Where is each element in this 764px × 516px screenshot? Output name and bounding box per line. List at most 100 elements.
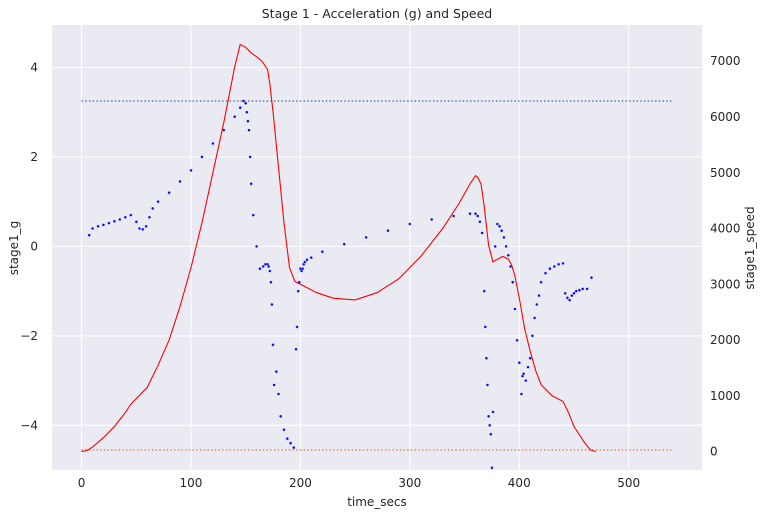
g-point — [506, 253, 510, 257]
g-point — [274, 370, 278, 374]
g-point — [141, 227, 145, 231]
g-point — [452, 214, 456, 218]
g-point — [589, 276, 594, 280]
g-point — [251, 213, 255, 217]
g-point — [533, 316, 537, 320]
x-axis-label: time_secs — [347, 495, 407, 509]
g-point — [123, 215, 127, 219]
y-right-tick-label: 4000 — [710, 222, 741, 236]
g-point — [430, 217, 434, 222]
g-point — [574, 289, 578, 293]
g-point — [498, 224, 502, 228]
g-point — [552, 264, 556, 269]
y-right-tick-label: 7000 — [710, 54, 741, 68]
g-point — [269, 280, 273, 284]
g-point — [543, 271, 548, 275]
g-point — [233, 115, 237, 119]
y-right-tick-labels: 0 1000 2000 3000 4000 5000 6000 7000 — [710, 54, 741, 458]
g-point — [134, 220, 138, 224]
g-point — [247, 128, 251, 132]
g-point — [112, 219, 116, 223]
g-point — [502, 235, 506, 239]
x-tick-label: 100 — [180, 476, 203, 490]
g-point — [294, 347, 298, 351]
g-point — [309, 256, 313, 260]
g-point — [295, 325, 299, 329]
g-point — [487, 414, 491, 418]
g-point — [303, 260, 307, 264]
y-right-axis-label: stage1_speed — [743, 206, 757, 289]
g-point — [473, 212, 478, 216]
x-tick-label: 500 — [617, 476, 640, 490]
y-left-tick-labels: −4 −2 0 2 4 — [20, 60, 38, 432]
g-point — [561, 261, 565, 265]
g-point — [246, 119, 250, 123]
g-point — [129, 213, 133, 217]
g-point — [238, 106, 242, 110]
g-point — [107, 221, 111, 225]
g-point — [568, 298, 572, 302]
g-point — [189, 168, 193, 172]
g-point — [493, 244, 497, 248]
g-point — [480, 231, 484, 235]
y-right-tick-label: 1000 — [710, 389, 741, 403]
g-point — [468, 212, 472, 216]
y-right-tick-label: 2000 — [710, 333, 741, 347]
g-point — [364, 235, 368, 239]
g-point — [408, 222, 412, 226]
y-right-tick-label: 3000 — [710, 277, 741, 291]
g-point — [241, 99, 246, 103]
y-right-tick-label: 6000 — [710, 110, 741, 124]
g-point — [342, 242, 346, 246]
g-point — [301, 267, 305, 271]
g-point — [211, 141, 215, 146]
g-point — [90, 226, 95, 231]
grid-y — [52, 66, 702, 426]
g-point — [285, 437, 289, 441]
g-point — [577, 288, 581, 292]
g-point — [539, 280, 543, 284]
g-point — [572, 291, 576, 295]
y-left-tick-label: 4 — [30, 60, 38, 74]
g-point — [178, 179, 182, 184]
reference-lines — [81, 100, 673, 451]
g-point — [118, 217, 122, 222]
g-dots — [87, 99, 594, 470]
g-point — [581, 287, 585, 291]
x-tick-labels: 0 100 200 300 400 500 — [78, 476, 640, 490]
g-point — [537, 294, 541, 298]
g-point — [276, 392, 281, 396]
g-point — [528, 356, 532, 360]
g-point — [491, 410, 495, 414]
g-point — [500, 229, 504, 233]
g-point — [482, 289, 486, 293]
y-left-tick-label: −4 — [20, 418, 38, 432]
g-point — [272, 383, 276, 387]
g-point — [289, 441, 293, 445]
g-point — [244, 101, 248, 105]
g-point — [271, 343, 275, 347]
g-point — [270, 302, 274, 307]
g-point — [320, 250, 324, 254]
g-point — [483, 325, 487, 329]
g-point — [151, 206, 155, 210]
grid-x — [81, 25, 630, 470]
g-point — [200, 155, 204, 159]
g-point — [478, 220, 482, 224]
g-point — [524, 379, 528, 383]
g-point — [570, 294, 574, 298]
g-point — [519, 392, 523, 396]
g-point — [490, 466, 494, 470]
g-point — [96, 224, 100, 228]
g-point — [495, 222, 499, 226]
series-layer — [81, 43, 597, 470]
g-point — [548, 267, 552, 271]
y-left-axis-label: stage1_g — [7, 221, 21, 276]
g-point — [268, 269, 272, 273]
g-point — [557, 262, 561, 266]
g-point — [167, 191, 171, 195]
g-point — [267, 264, 271, 269]
g-point — [137, 226, 142, 231]
x-tick-label: 200 — [289, 476, 312, 490]
